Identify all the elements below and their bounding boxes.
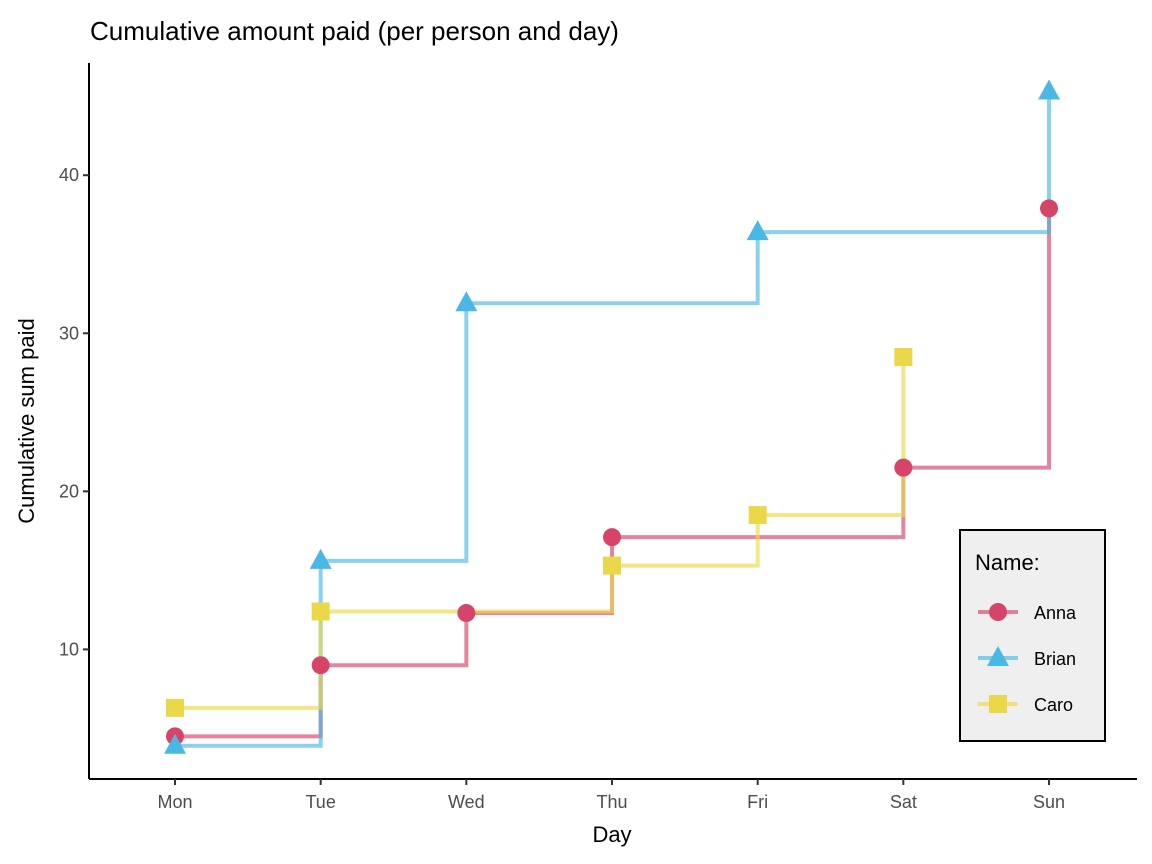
- data-point-brian: [164, 733, 186, 754]
- y-tick-label: 40: [59, 165, 79, 185]
- x-tick-label: Sat: [890, 792, 917, 812]
- x-tick-label: Tue: [305, 792, 335, 812]
- data-point-brian: [309, 548, 332, 569]
- data-point-brian: [455, 291, 478, 312]
- legend-label: Anna: [1034, 603, 1077, 623]
- data-point-caro: [603, 556, 622, 575]
- legend-marker-brian: [987, 646, 1009, 666]
- data-point-caro: [311, 602, 330, 621]
- data-point-caro: [166, 698, 184, 717]
- data-point-anna: [1040, 199, 1059, 218]
- legend-label: Brian: [1034, 649, 1076, 669]
- series-line-caro: [175, 356, 906, 710]
- y-tick-label: 30: [59, 323, 79, 343]
- data-point-anna: [457, 604, 476, 623]
- legend: Name: Anna Brian Caro: [959, 529, 1106, 742]
- y-tick-label: 20: [59, 481, 79, 501]
- data-point-anna: [894, 458, 913, 477]
- data-point-caro: [894, 347, 913, 366]
- x-tick-label: Fri: [747, 792, 768, 812]
- data-point-caro: [748, 506, 767, 525]
- x-tick-label: Sun: [1033, 792, 1065, 812]
- x-tick-label: Wed: [448, 792, 485, 812]
- series-line-anna: [175, 208, 1052, 739]
- x-tick-label: Thu: [596, 792, 627, 812]
- legend-marker-caro: [989, 695, 1007, 713]
- legend-label: Caro: [1034, 695, 1073, 715]
- data-point-brian: [1038, 79, 1061, 100]
- y-axis-label: Cumulative sum paid: [14, 318, 39, 523]
- x-tick-label: Mon: [157, 792, 192, 812]
- legend-marker-anna: [989, 603, 1007, 621]
- x-axis-label: Day: [592, 822, 631, 847]
- y-tick-label: 10: [59, 639, 79, 659]
- data-point-brian: [746, 220, 769, 241]
- series-line-brian: [175, 91, 1052, 748]
- chart-title: Cumulative amount paid (per person and d…: [90, 16, 619, 46]
- legend-title: Name:: [975, 550, 1040, 575]
- data-point-anna: [603, 528, 622, 547]
- data-point-anna: [311, 656, 330, 675]
